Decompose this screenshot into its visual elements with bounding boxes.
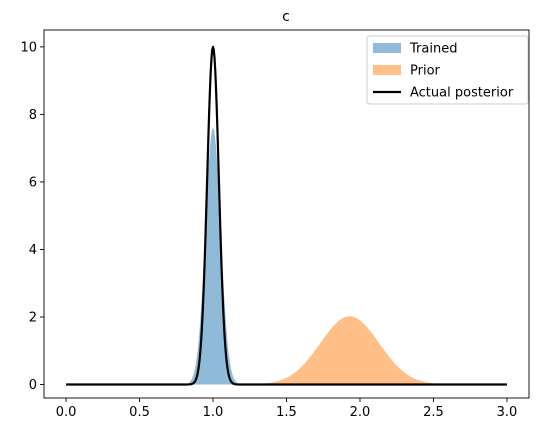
y-tick-label: 10 [20, 40, 37, 55]
y-tick-label: 8 [29, 108, 37, 123]
y-tick-label: 6 [29, 175, 37, 190]
legend-swatch-prior [373, 65, 401, 75]
y-tick-label: 4 [29, 243, 37, 258]
y-tick-label: 0 [29, 378, 37, 393]
legend: Trained Prior Actual posterior [366, 35, 529, 105]
x-tick-label: 2.0 [350, 405, 371, 420]
axes-layer: 0.0 0.5 1.0 1.5 2.0 2.5 3.0 0 2 4 6 8 10 [20, 29, 530, 420]
x-tick-label: 0.0 [56, 405, 77, 420]
legend-box [366, 35, 529, 105]
series-prior-area [66, 316, 507, 385]
x-tick-label: 3.0 [497, 405, 518, 420]
legend-label-prior: Prior [410, 64, 441, 79]
series-layer [65, 45, 508, 386]
chart-title: c [282, 9, 290, 25]
x-tick-label: 2.5 [423, 405, 444, 420]
x-tick-label: 1.5 [276, 405, 297, 420]
x-tick-label: 1.0 [203, 405, 224, 420]
legend-label-actual-posterior: Actual posterior [410, 86, 514, 101]
legend-swatch-trained [373, 43, 401, 53]
series-actual-posterior-line [65, 45, 508, 386]
y-tick-label: 2 [29, 310, 37, 325]
x-tick-label: 0.5 [129, 405, 150, 420]
legend-label-trained: Trained [409, 42, 457, 57]
